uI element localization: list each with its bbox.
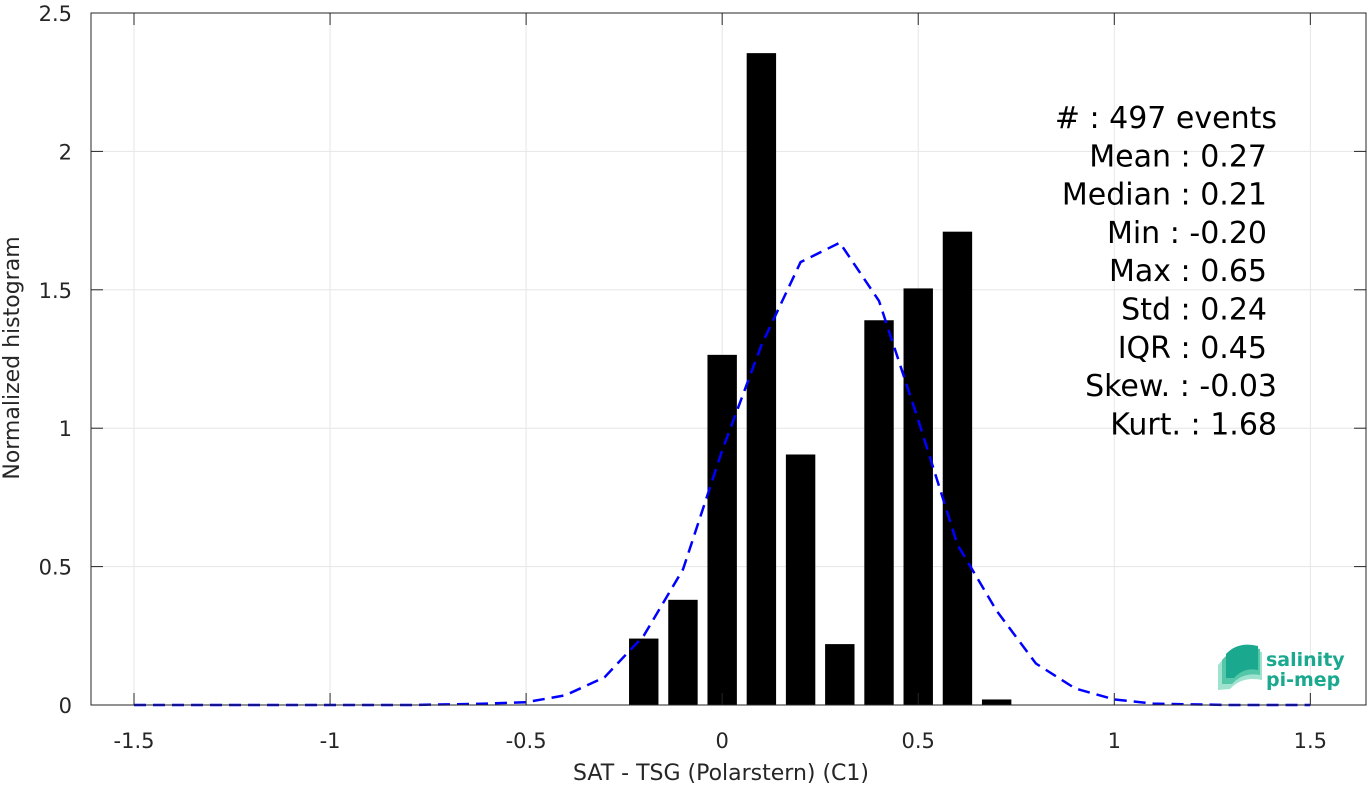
histogram-bar-5 — [825, 644, 855, 705]
y-tick-label: 2 — [59, 140, 72, 164]
x-tick-label: 1.5 — [1294, 729, 1327, 753]
waves-icon — [1218, 644, 1262, 690]
histogram-bar-1 — [668, 599, 698, 705]
x-tick-label: 1 — [1108, 729, 1121, 753]
histogram-bar-2 — [707, 354, 737, 705]
y-tick-label: 2.5 — [39, 2, 72, 26]
y-tick-label: 0 — [59, 694, 72, 718]
x-tick-label: -1.5 — [114, 729, 155, 753]
y-tick-label: 0.5 — [39, 556, 72, 580]
histogram-bar-8 — [942, 231, 973, 705]
x-tick-label: 0 — [715, 729, 728, 753]
stat-line-2: Median : 0.21 — [1062, 178, 1267, 213]
y-tick-label: 1.5 — [39, 279, 72, 303]
histogram-bar-6 — [864, 320, 894, 705]
stat-line-8: Kurt. : 1.68 — [1110, 407, 1277, 442]
axes — [90, 12, 1367, 706]
tick-labels: -1.5 -1 -0.5 0 0.5 1 1.5 0 0.5 1 1.5 2 2.5 — [39, 2, 1327, 753]
histogram-bar-4 — [785, 454, 816, 705]
y-axis-label: Normalized histogram — [0, 236, 25, 479]
plot-box — [90, 12, 1367, 706]
histogram-bar-0 — [629, 638, 659, 705]
stat-line-5: Std : 0.24 — [1121, 293, 1267, 328]
logo-line2: pi-mep — [1266, 669, 1340, 691]
logo-line1: salinity — [1266, 649, 1345, 671]
stat-line-6: IQR : 0.45 — [1118, 331, 1267, 366]
histogram-bar-3 — [746, 53, 777, 706]
y-tick-label: 1 — [59, 417, 72, 441]
histogram-bars — [629, 53, 1012, 706]
stat-line-7: Skew. : -0.03 — [1085, 369, 1277, 404]
salinity-pi-mep-logo: salinity pi-mep — [1218, 644, 1345, 691]
stat-line-1: Mean : 0.27 — [1089, 139, 1267, 174]
x-tick-label: -1 — [320, 729, 341, 753]
x-tick-label: -0.5 — [506, 729, 547, 753]
histogram-bar-7 — [903, 288, 933, 705]
x-tick-label: 0.5 — [902, 729, 935, 753]
stat-line-4: Max : 0.65 — [1109, 254, 1267, 289]
x-axis-label: SAT - TSG (Polarstern) (C1) — [573, 761, 869, 785]
stat-line-3: Min : -0.20 — [1107, 216, 1267, 251]
histogram-bar-9 — [981, 699, 1012, 705]
stat-line-0: # : 497 events — [1055, 101, 1277, 136]
